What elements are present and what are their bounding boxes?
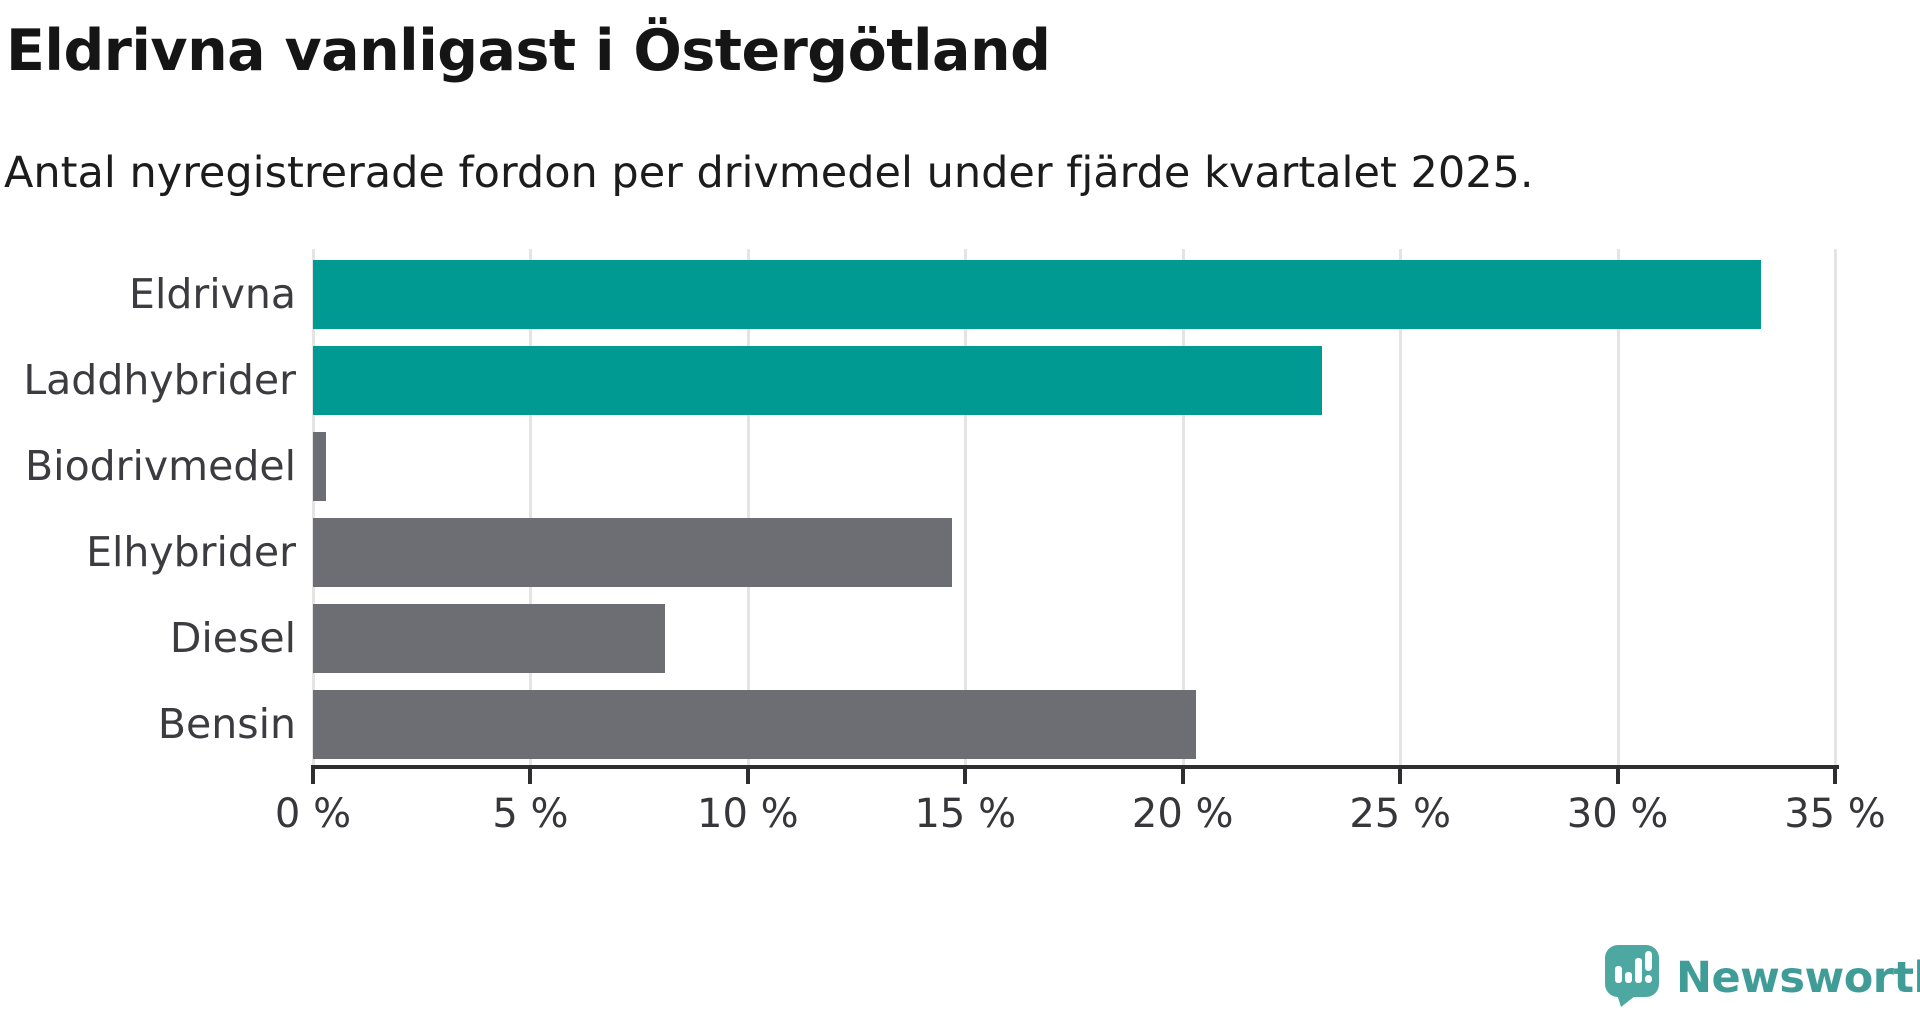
bar-elhybrider bbox=[313, 518, 953, 587]
category-label-eldrivna: Eldrivna bbox=[129, 270, 296, 318]
category-label-laddhybrider: Laddhybrider bbox=[23, 356, 296, 404]
x-tick-0 bbox=[311, 769, 315, 784]
x-tick-label-10: 10 % bbox=[697, 791, 799, 837]
bar-laddhybrider bbox=[313, 346, 1322, 415]
x-tick-25 bbox=[1398, 769, 1403, 784]
gridline-25% bbox=[1399, 249, 1403, 765]
x-tick-35 bbox=[1833, 769, 1837, 784]
gridline-5% bbox=[529, 249, 533, 765]
chart-title: Eldrivna vanligast i Östergötland bbox=[6, 18, 1051, 84]
newsworthy-bubble-chart-icon bbox=[1604, 944, 1660, 1010]
newsworthy-logo: Newsworthy bbox=[1604, 944, 1920, 1010]
x-tick-10 bbox=[745, 769, 750, 784]
bar-eldrivna bbox=[313, 260, 1762, 329]
x-tick-5 bbox=[528, 769, 533, 784]
x-tick-20 bbox=[1180, 769, 1185, 784]
category-label-elhybrider: Elhybrider bbox=[86, 528, 296, 576]
x-tick-label-20: 20 % bbox=[1131, 791, 1234, 837]
chart-subtitle: Antal nyregistrerade fordon per drivmede… bbox=[4, 148, 1534, 198]
gridline-30% bbox=[1616, 249, 1620, 765]
gridline-10% bbox=[746, 249, 750, 765]
category-label-biodrivmedel: Biodrivmedel bbox=[25, 442, 296, 490]
x-axis-line bbox=[311, 765, 1839, 769]
x-tick-label-25: 25 % bbox=[1349, 791, 1451, 837]
category-label-bensin: Bensin bbox=[157, 700, 296, 748]
x-tick-label-35: 35 % bbox=[1784, 791, 1886, 837]
x-tick-label-5: 5 % bbox=[492, 791, 569, 837]
category-label-diesel: Diesel bbox=[169, 614, 296, 662]
x-tick-30 bbox=[1615, 769, 1620, 784]
x-tick-label-15: 15 % bbox=[914, 791, 1017, 837]
gridline-15% bbox=[964, 249, 968, 765]
bar-biodrivmedel bbox=[313, 432, 327, 501]
gridline-0% bbox=[312, 249, 315, 765]
gridline-35% bbox=[1834, 249, 1837, 765]
x-tick-label-30: 30 % bbox=[1566, 791, 1669, 837]
x-tick-15 bbox=[963, 769, 968, 784]
x-tick-label-0: 0 % bbox=[274, 791, 352, 837]
newsworthy-logo-text: Newsworthy bbox=[1676, 953, 1920, 1003]
plot-area bbox=[312, 249, 1837, 765]
gridline-20% bbox=[1181, 249, 1185, 765]
bar-diesel bbox=[313, 604, 666, 673]
bar-bensin bbox=[313, 690, 1196, 759]
